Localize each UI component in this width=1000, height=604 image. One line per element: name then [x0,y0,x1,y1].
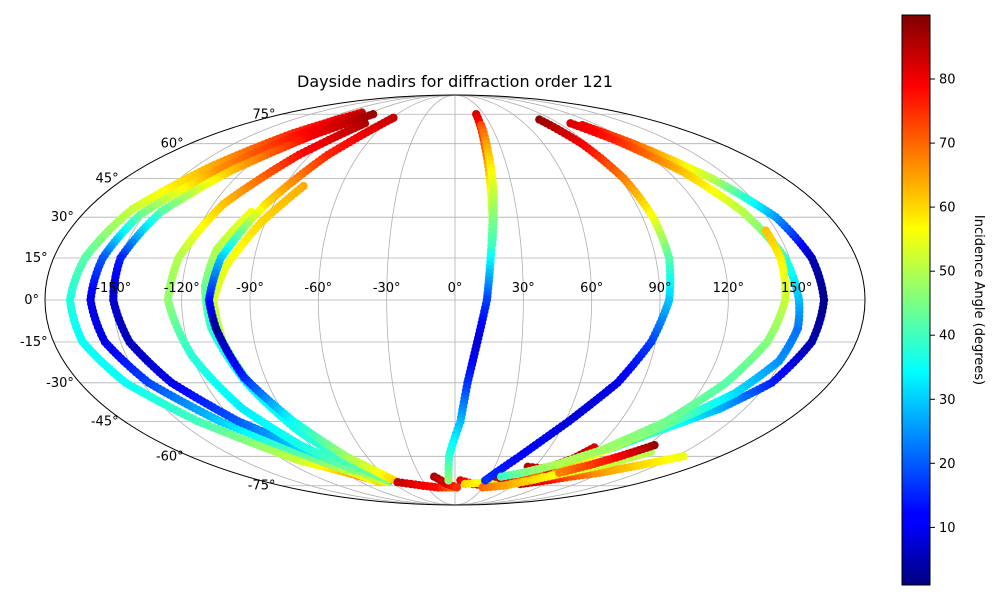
longitude-tick-label: -90° [236,281,264,296]
latitude-tick-label: 15° [25,251,48,266]
colorbar-tick-label: 40 [939,329,956,344]
nadir-point [481,476,490,485]
longitude-tick-label: -60° [304,281,332,296]
latitude-tick-label: 0° [24,293,39,308]
grid-meridian [454,94,593,506]
latitude-tick-label: -15° [20,335,48,350]
longitude-tick-label: -30° [373,281,401,296]
nadir-points [65,108,829,492]
latitude-tick-label: -60° [156,449,184,464]
nadir-point [554,468,564,478]
latitude-tick-label: 30° [51,210,74,225]
colorbar-tick-labels: 10 20 30 40 50 60 70 80 [930,73,956,536]
longitude-tick-label: 30° [512,281,535,296]
colorbar-tick-label: 60 [939,201,956,216]
longitude-tick-label: -150° [95,281,131,296]
grid-meridian [454,94,524,506]
colorbar-tick-label: 30 [939,393,956,408]
longitude-tick-label: 0° [448,281,463,296]
latitude-tick-label: -45° [91,414,119,429]
latitude-tick-label: 75° [252,107,275,122]
colorbar-tick-label: 10 [939,521,956,536]
latitude-tick-label: -30° [46,376,74,391]
nadir-point [566,119,575,128]
nadir-point [444,476,453,485]
colorbar-tick-label: 70 [939,137,956,152]
longitude-tick-label: 90° [648,281,671,296]
map-boundary [44,94,866,506]
nadir-point [452,483,462,492]
nadir-point [497,472,506,481]
grid-meridian [317,94,456,506]
nadir-point [488,240,497,249]
latitude-tick-label: 60° [161,137,184,152]
longitude-tick-labels: -150° -120° -90° -60° -30° 0° 30° 60° 90° 120° 150… [95,281,812,296]
longitude-tick-label: 150° [781,281,812,296]
longitude-tick-label: 120° [713,281,744,296]
longitude-tick-label: -120° [164,281,200,296]
longitude-tick-label: 60° [580,281,603,296]
colorbar [901,14,931,586]
latitude-tick-label: -75° [248,479,276,494]
grid-meridian [386,94,456,506]
nadir-point [679,452,688,461]
latitude-tick-label: 45° [96,172,119,187]
colorbar-tick-label: 20 [939,457,956,472]
colorbar-label: Incidence Angle (degrees) [971,215,986,385]
colorbar-tick-label: 80 [939,73,956,88]
chart-title: Dayside nadirs for diffraction order 121 [297,72,613,91]
latitude-tick-labels: 75° 60° 45° 30° 15° 0° -15° -30° -45° -60° -75° [20,107,276,493]
colorbar-tick-label: 50 [939,265,956,280]
